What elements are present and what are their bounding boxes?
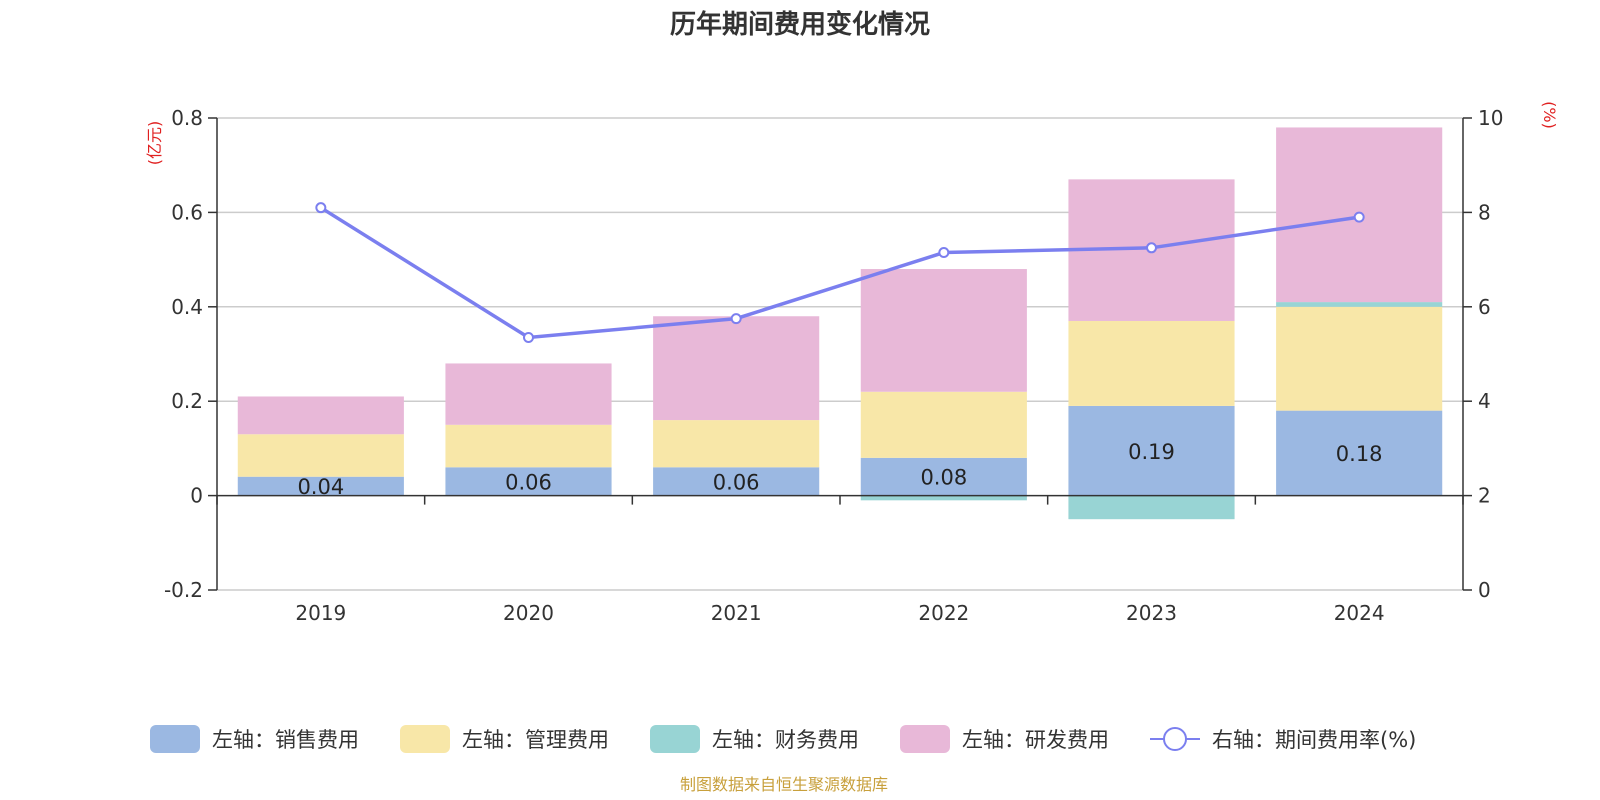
bar-segment-3-2022 — [860, 269, 1027, 392]
chart-title: 历年期间费用变化情况 — [670, 9, 930, 40]
legend-label-3[interactable]: 左轴：研发费用 — [962, 728, 1109, 752]
legend-swatch-1[interactable] — [400, 725, 450, 753]
data-label-sales-2023: 0.19 — [1128, 440, 1175, 464]
x-tick-label: 2022 — [918, 601, 969, 625]
x-tick-label: 2023 — [1126, 601, 1177, 625]
right-tick-label: 4 — [1478, 389, 1491, 413]
left-tick-label: 0.8 — [171, 106, 203, 130]
right-tick-label: 8 — [1478, 200, 1491, 224]
left-axis-unit: (亿元) — [145, 121, 164, 166]
bar-segment-3-2021 — [653, 316, 820, 421]
legend-swatch-3[interactable] — [900, 725, 950, 753]
bar-segment-1-2019 — [237, 434, 404, 477]
legend-marker-icon[interactable] — [1163, 727, 1187, 751]
bar-segment-3-2020 — [445, 363, 612, 425]
data-label-sales-2021: 0.06 — [713, 470, 760, 494]
legend-swatch-0[interactable] — [150, 725, 200, 753]
line-series — [315, 202, 1365, 343]
bar-segment-1-2022 — [860, 391, 1027, 458]
line-point-2023 — [1146, 242, 1157, 254]
data-labels: 0.04 0.06 0.06 0.08 0.19 0.18 — [297, 440, 1382, 499]
bar-segment-0-2020 — [445, 467, 612, 496]
legend: 左轴：销售费用 左轴：管理费用 左轴：财务费用 左轴：研发费用 右轴：期间费用率(%) — [150, 725, 1416, 753]
line-point-2021 — [730, 313, 742, 325]
left-tick-label: 0 — [190, 484, 203, 508]
bar-segment-2-2022 — [860, 495, 1027, 501]
bar-segment-1-2020 — [445, 424, 612, 468]
x-tick-label: 2019 — [295, 601, 346, 625]
line-point-2020 — [523, 331, 534, 343]
x-tick-label: 2024 — [1334, 601, 1385, 625]
legend-label-4[interactable]: 右轴：期间费用率(%) — [1212, 728, 1416, 752]
legend-label-2[interactable]: 左轴：财务费用 — [712, 728, 859, 752]
bar-segment-3-2019 — [237, 396, 404, 435]
bar-series — [237, 127, 1443, 520]
source-note: 制图数据来自恒生聚源数据库 — [680, 775, 888, 794]
legend-label-1[interactable]: 左轴：管理费用 — [462, 728, 609, 752]
bar-segment-0-2024 — [1276, 410, 1443, 496]
right-axis-unit: (%) — [1540, 101, 1559, 129]
data-label-sales-2019: 0.04 — [297, 475, 344, 499]
data-label-sales-2022: 0.08 — [920, 466, 967, 490]
line-point-2019 — [315, 202, 327, 214]
bar-segment-0-2023 — [1068, 405, 1235, 496]
bar-segment-0-2021 — [653, 467, 820, 496]
legend-swatch-2[interactable] — [650, 725, 700, 753]
expense-rate-line — [319, 206, 1360, 340]
axes: -0.2 0 0.2 0.4 0.6 0.8 0 2 4 6 8 10 2019 2020 2021 2022… — [164, 106, 1503, 625]
x-tick-label: 2020 — [503, 601, 554, 625]
legend-label-0[interactable]: 左轴：销售费用 — [212, 728, 359, 752]
bar-segment-1-2023 — [1068, 320, 1235, 406]
right-tick-label: 10 — [1478, 106, 1503, 130]
line-point-2024 — [1353, 211, 1365, 223]
left-tick-label: 0.6 — [171, 200, 203, 224]
bar-segment-1-2024 — [1276, 306, 1443, 411]
right-tick-label: 2 — [1478, 484, 1491, 508]
left-tick-label: 0.2 — [171, 389, 203, 413]
line-point-2022 — [938, 247, 950, 259]
right-tick-label: 6 — [1478, 295, 1491, 319]
bar-segment-2-2023 — [1068, 495, 1235, 520]
bar-segment-1-2021 — [653, 420, 820, 468]
right-tick-label: 0 — [1478, 578, 1491, 602]
bar-segment-0-2019 — [237, 476, 404, 496]
x-tick-label: 2021 — [711, 601, 762, 625]
data-label-sales-2024: 0.18 — [1336, 442, 1383, 466]
left-tick-label: 0.4 — [171, 295, 203, 319]
bar-segment-0-2022 — [860, 457, 1027, 496]
left-tick-label: -0.2 — [164, 578, 203, 602]
grid-lines — [217, 117, 1463, 591]
bar-segment-2-2024 — [1276, 302, 1443, 307]
data-label-sales-2020: 0.06 — [505, 470, 552, 494]
